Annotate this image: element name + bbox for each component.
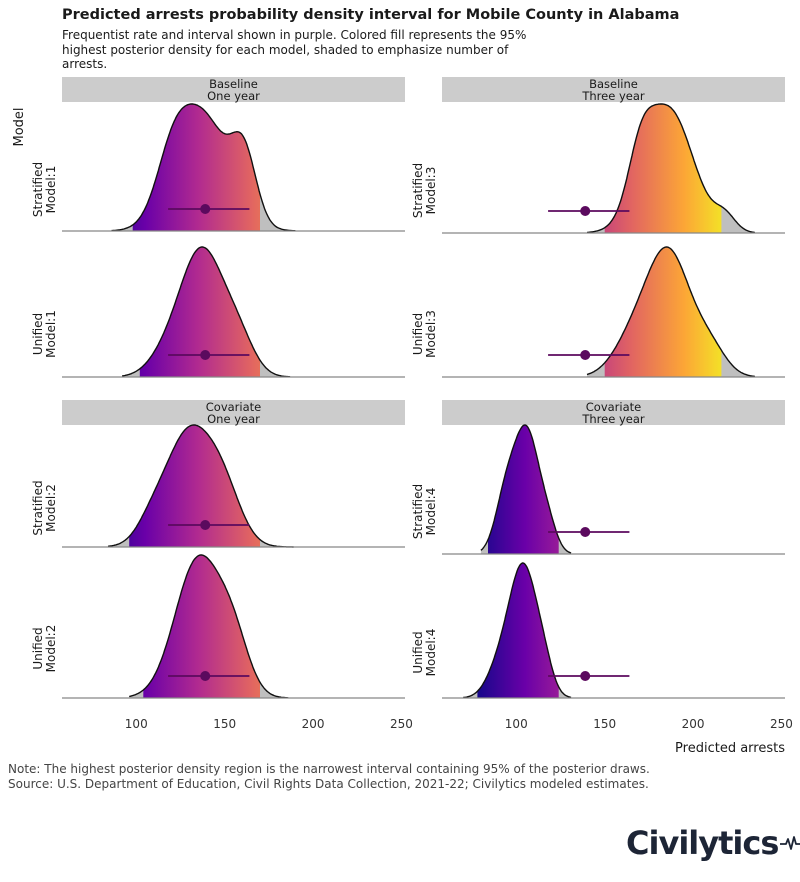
x-tick-label: 250	[770, 717, 793, 731]
hpd-region	[143, 555, 260, 698]
density-outline	[111, 103, 296, 232]
frequentist-point	[580, 206, 591, 216]
facet-strip-label: Baseline	[589, 77, 638, 91]
density-outline	[586, 246, 755, 378]
x-tick-label: 250	[390, 717, 413, 731]
row-label: Stratified	[411, 484, 425, 539]
row-label: Stratified	[411, 163, 425, 218]
x-tick-label: 100	[125, 717, 148, 731]
hpd-region	[604, 104, 722, 233]
hpd-region	[139, 247, 260, 377]
facet-strip-label: One year	[207, 412, 260, 426]
heartbeat-icon	[780, 836, 800, 850]
density-outline	[121, 246, 291, 378]
row-label: Model:1	[44, 166, 58, 214]
x-tick-label: 150	[213, 717, 236, 731]
frequentist-point	[580, 671, 591, 681]
row-label: Unified	[411, 631, 425, 673]
density-outline	[107, 424, 294, 548]
x-tick-label: 200	[682, 717, 705, 731]
chart-title: Predicted arrests probability density in…	[62, 7, 680, 23]
x-tick-label: 200	[302, 717, 325, 731]
source-text: Source: U.S. Department of Education, Ci…	[8, 777, 649, 791]
row-label: Model:3	[424, 310, 438, 358]
row-label: Unified	[31, 313, 45, 355]
frequentist-point	[200, 520, 211, 530]
hpd-region	[488, 425, 559, 554]
facet-strip-label: Three year	[581, 89, 645, 103]
hpd-region	[604, 247, 722, 377]
density-outline	[129, 554, 289, 699]
facet-strip-label: Three year	[581, 412, 645, 426]
chart-subtitle: Frequentist rate and interval shown in p…	[62, 28, 527, 71]
row-label: Stratified	[31, 480, 45, 535]
facet-strip	[62, 77, 405, 102]
row-label: Model:2	[44, 625, 58, 673]
density-outline	[463, 562, 572, 699]
facet-strip-label: Baseline	[209, 77, 258, 91]
chart-notes: Note: The highest posterior density regi…	[8, 762, 650, 792]
logo-wordmark: Civilytics	[626, 824, 779, 862]
facet-strip	[442, 77, 785, 102]
density-outline	[587, 103, 755, 234]
frequentist-point	[200, 671, 211, 681]
x-axis-title: Predicted arrests	[675, 741, 785, 756]
density-outline	[480, 424, 572, 554]
row-label: Model:3	[424, 167, 438, 215]
row-label: Unified	[411, 313, 425, 355]
frequentist-point	[200, 204, 211, 214]
row-label: Model:4	[424, 488, 438, 536]
civilytics-logo: Civilytics	[626, 818, 800, 868]
frequentist-point	[580, 350, 591, 360]
hpd-region	[477, 563, 559, 698]
note-text: Note: The highest posterior density regi…	[8, 762, 650, 776]
row-label: Model:4	[424, 629, 438, 677]
row-label: Model:2	[44, 484, 58, 532]
facet-strip-label: Covariate	[206, 400, 261, 414]
y-axis-title: Model	[12, 107, 27, 146]
facet-strip-label: Covariate	[586, 400, 641, 414]
hpd-region	[132, 104, 260, 231]
x-tick-label: 100	[505, 717, 528, 731]
row-label: Stratified	[31, 162, 45, 217]
facet-strip	[442, 400, 785, 425]
hpd-region	[129, 425, 260, 547]
facet-strip-label: One year	[207, 89, 260, 103]
row-label: Model:1	[44, 310, 58, 358]
facet-strip	[62, 400, 405, 425]
frequentist-point	[580, 527, 591, 537]
frequentist-point	[200, 350, 211, 360]
x-tick-label: 150	[593, 717, 616, 731]
row-label: Unified	[31, 627, 45, 669]
